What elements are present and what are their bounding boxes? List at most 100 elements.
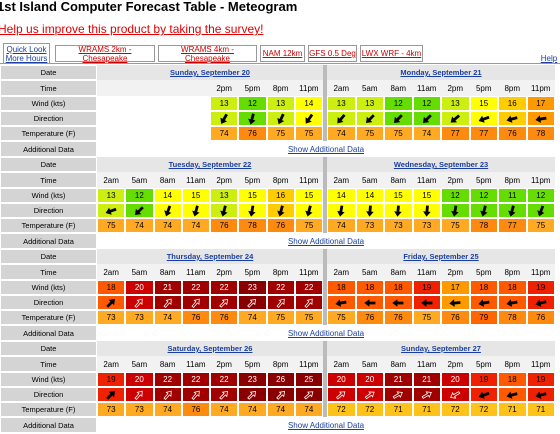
- wind-cell: 12: [384, 96, 413, 111]
- show-link[interactable]: Show Additional Data: [287, 236, 365, 246]
- temperature-cell: 72: [355, 402, 384, 417]
- wind-cell: 22: [153, 372, 182, 387]
- direction-cell: [526, 111, 555, 126]
- tab[interactable]: WRAMS 4km - Chesapeake: [158, 45, 257, 63]
- arrow-shape: [248, 112, 256, 124]
- direction-arrow: [337, 204, 345, 217]
- direction-arrow: [478, 115, 490, 123]
- temperature-cell: 76: [498, 126, 527, 141]
- direction-cell: [498, 111, 527, 126]
- tab[interactable]: NAM 12km: [260, 45, 305, 62]
- tab[interactable]: GFS 0.5 Deg: [308, 45, 357, 62]
- time-label: 8pm: [504, 175, 521, 185]
- date-header[interactable]: Wednesday, September 23: [393, 160, 489, 169]
- arrow-shape: [421, 298, 433, 307]
- direction-arrow: [275, 390, 285, 400]
- time-label: 5pm: [475, 175, 492, 185]
- wind-cell: 13: [210, 96, 239, 111]
- time-label: 2pm: [447, 83, 464, 93]
- row-label: Wind (kts): [0, 280, 97, 295]
- arrow-shape: [304, 298, 313, 308]
- wind-cell: 19: [412, 280, 441, 295]
- direction-arrow: [506, 298, 518, 307]
- direction-cell: [210, 111, 239, 126]
- temperature-cell: 73: [412, 218, 441, 233]
- wind-cell: 22: [210, 280, 239, 295]
- time-label: 8pm: [272, 359, 289, 369]
- day-divider: [323, 341, 327, 417]
- wind-cell: 12: [238, 96, 267, 111]
- arrow-shape: [191, 298, 200, 308]
- arrow-shape: [506, 298, 518, 307]
- wind-cell: 13: [355, 96, 384, 111]
- date-header[interactable]: Sunday, September 20: [170, 68, 250, 77]
- show-link[interactable]: Show Additional Data: [287, 144, 365, 154]
- temperature-cell: 74: [153, 310, 182, 325]
- row-label: Date: [0, 157, 97, 172]
- tab-label: Quick Look: [6, 44, 47, 54]
- row-label: Date: [0, 341, 97, 356]
- direction-cell: [355, 111, 384, 126]
- temperature-cell: 74: [238, 310, 267, 325]
- time-label: 5pm: [244, 359, 261, 369]
- tab[interactable]: LWX WRF - 4km: [360, 45, 423, 62]
- direction-cell: [441, 203, 470, 218]
- direction-cell: [266, 387, 295, 402]
- wind-cell: 20: [125, 280, 154, 295]
- tab[interactable]: Quick Look More Hours: [3, 43, 50, 63]
- time-label: 8am: [390, 83, 407, 93]
- temperature-cell: 75: [294, 218, 323, 233]
- wind-cell: 12: [441, 188, 470, 203]
- date-header[interactable]: Thursday, September 24: [166, 252, 254, 261]
- wind-cell: 19: [526, 280, 555, 295]
- help-link[interactable]: Help: [540, 53, 558, 63]
- direction-arrow: [220, 113, 229, 124]
- direction-arrow: [220, 204, 228, 216]
- arrow-shape: [392, 390, 404, 399]
- wind-cell: 23: [238, 280, 267, 295]
- day-divider: [323, 157, 327, 233]
- direction-cell: [97, 203, 126, 218]
- temperature-cell: 78: [238, 218, 267, 233]
- time-label: 5pm: [475, 267, 492, 277]
- direction-arrow: [478, 298, 490, 307]
- show-link[interactable]: Show Additional Data: [287, 328, 365, 338]
- time-label: 2pm: [447, 175, 464, 185]
- time-label: 8am: [390, 175, 407, 185]
- date-header[interactable]: Saturday, September 26: [167, 344, 253, 353]
- direction-cell: [498, 387, 527, 402]
- tab[interactable]: WRAMS 2km - Chesapeake: [55, 45, 155, 63]
- row-label: Direction: [0, 387, 97, 402]
- direction-arrow: [392, 390, 404, 399]
- arrow-shape: [336, 390, 346, 400]
- date-header[interactable]: Tuesday, September 22: [168, 160, 252, 169]
- direction-arrow: [535, 390, 547, 399]
- arrow-shape: [248, 204, 257, 217]
- temperature-cell: 74: [153, 402, 182, 417]
- time-label: 5am: [361, 175, 378, 185]
- wind-cell: 13: [97, 188, 126, 203]
- date-header[interactable]: Friday, September 25: [403, 252, 479, 261]
- wind-cell: 17: [441, 280, 470, 295]
- direction-cell: [355, 203, 384, 218]
- direction-cell: [210, 387, 239, 402]
- temperature-cell: 77: [469, 126, 498, 141]
- direction-arrow: [394, 113, 404, 123]
- survey-link[interactable]: Help us improve this product by taking t…: [0, 22, 264, 36]
- date-header[interactable]: Monday, September 21: [400, 68, 482, 77]
- arrow-shape: [219, 390, 229, 400]
- show-link[interactable]: Show Additional Data: [287, 420, 365, 430]
- direction-cell: [469, 111, 498, 126]
- row-label: Wind (kts): [0, 188, 97, 203]
- direction-cell: [412, 295, 441, 310]
- direction-arrow: [422, 204, 431, 217]
- time-label: 5am: [361, 267, 378, 277]
- date-header[interactable]: Sunday, September 27: [401, 344, 481, 353]
- temperature-cell: 73: [125, 402, 154, 417]
- arrow-shape: [365, 113, 375, 123]
- arrow-shape: [536, 204, 545, 216]
- temperature-cell: 76: [181, 402, 210, 417]
- direction-arrow: [450, 390, 461, 399]
- temperature-cell: 75: [327, 310, 356, 325]
- temperature-cell: 73: [97, 402, 126, 417]
